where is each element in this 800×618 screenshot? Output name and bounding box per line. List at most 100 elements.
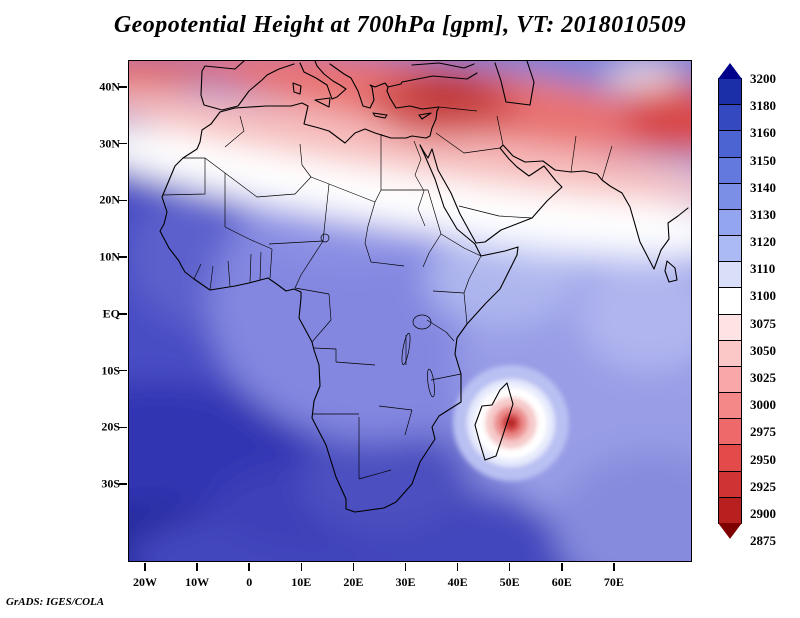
y-tick-label: 20N (99, 192, 120, 207)
colorbar-segment (718, 261, 742, 289)
colorbar-segment (718, 470, 742, 498)
colorbar-label: 3025 (750, 369, 776, 385)
coast-black-sea-north (411, 62, 475, 69)
x-tick-mark (300, 563, 303, 571)
coast-sicily (314, 97, 331, 108)
colorbar-label: 3110 (750, 261, 776, 277)
colorbar-label: 2975 (750, 424, 776, 440)
colorbar-label: 2925 (750, 478, 776, 494)
y-tick-mark (119, 426, 127, 429)
x-tick-mark (144, 563, 146, 571)
y-tick-label: 10S (101, 363, 120, 378)
coastlines (159, 61, 689, 513)
y-tick-label: 30N (99, 136, 120, 151)
colorbar-label: 3050 (750, 342, 776, 358)
colorbar-segment (718, 392, 742, 420)
y-tick-label: 30S (101, 476, 120, 491)
x-tick-label: 30E (395, 575, 416, 589)
x-tick-mark (456, 563, 459, 571)
y-tick-label: 10N (99, 249, 120, 264)
colorbar-label: 3150 (750, 152, 776, 168)
colorbar-label: 3200 (750, 71, 776, 86)
lake-victoria (412, 314, 432, 330)
coast-sinai (419, 144, 433, 159)
coast-iberia-france (200, 61, 295, 111)
coast-cyprus (418, 112, 432, 120)
colorbar-segment (718, 182, 742, 210)
colorbar-label: 3000 (750, 397, 776, 413)
coast-caspian-south (494, 61, 535, 106)
page-title: Geopotential Height at 700hPa [gpm], VT:… (113, 12, 687, 38)
colorbar-label: 2875 (750, 533, 776, 549)
colorbar-segment (718, 208, 742, 237)
colorbar-label: 3160 (750, 125, 776, 141)
y-tick-mark (119, 369, 127, 372)
colorbar-label: 3120 (750, 234, 776, 250)
x-tick-label: 10W (185, 575, 210, 589)
x-tick-label: 70E (603, 575, 624, 589)
country-borders (162, 106, 613, 480)
map-svg (129, 61, 691, 561)
lake-tanganyika (401, 332, 411, 366)
colorbar-segment (718, 156, 742, 184)
x-tick-mark (613, 563, 615, 571)
lake-chad (320, 233, 330, 243)
lakes-rivers (320, 140, 435, 398)
x-tick-label: 40E (447, 575, 468, 589)
y-tick-mark (119, 142, 127, 145)
credit-text: GrADS: IGES/COLA (6, 596, 105, 608)
x-tick-label: 20W (133, 575, 157, 589)
colorbar-segment (718, 313, 742, 341)
coast-crete (372, 112, 388, 119)
colorbar-label: 2950 (750, 451, 776, 467)
y-tick-label: 40N (99, 79, 120, 94)
colorbar-segment (718, 496, 742, 524)
y-tick-label: EQ (102, 306, 120, 321)
y-tick-mark (119, 86, 127, 88)
colorbar-segment (718, 339, 742, 367)
lake-malawi (427, 368, 435, 398)
x-tick-mark (561, 563, 563, 571)
plot-frame (128, 60, 692, 562)
colorbar-label: 3075 (750, 315, 776, 331)
coast-africa-main (159, 111, 519, 513)
colorbar-label: 3180 (750, 98, 776, 114)
colorbar-arrow-bottom (718, 522, 742, 539)
nile-river (413, 140, 426, 227)
colorbar-segment (718, 418, 742, 446)
coast-north-africa-levant-anatolia (219, 72, 478, 144)
colorbar-label: 3100 (750, 288, 776, 304)
coast-sri-lanka (664, 260, 678, 283)
x-tick-label: 60E (551, 575, 572, 589)
colorbar-segment (718, 78, 742, 106)
colorbar: 3200 3180 3160 3150 3140 3130 3120 3110 3100 3075… (718, 63, 790, 557)
colorbar-label: 3140 (750, 179, 776, 195)
field-shading (129, 61, 691, 561)
colorbar-arrow-top (718, 63, 742, 79)
x-tick-mark (404, 563, 407, 571)
colorbar-segment (718, 287, 742, 315)
y-tick-mark (119, 313, 127, 315)
cyclone-low-madagascar (453, 365, 569, 481)
colorbar-label: 2900 (750, 505, 776, 521)
x-tick-mark (196, 563, 198, 571)
coast-sardinia (292, 82, 302, 95)
colorbar-segment (718, 444, 742, 472)
y-tick-mark (119, 199, 127, 202)
colorbar-bar (718, 63, 742, 539)
x-tick-label: 10E (291, 575, 312, 589)
x-tick-mark (248, 563, 250, 571)
coast-arabia-iran-india (431, 144, 689, 270)
x-tick-label: 50E (499, 575, 520, 589)
coast-balkans-greece (329, 63, 389, 109)
x-tick-label: 0 (246, 575, 253, 589)
colorbar-segment (718, 104, 742, 132)
x-tick-mark (508, 563, 511, 571)
x-tick-mark (352, 563, 355, 571)
y-tick-label: 20S (101, 419, 120, 434)
coast-madagascar (474, 382, 514, 461)
colorbar-segment (718, 365, 742, 394)
colorbar-segment (718, 235, 742, 263)
x-tick-label: 20E (343, 575, 364, 589)
coast-italy-adriatic (299, 61, 347, 100)
